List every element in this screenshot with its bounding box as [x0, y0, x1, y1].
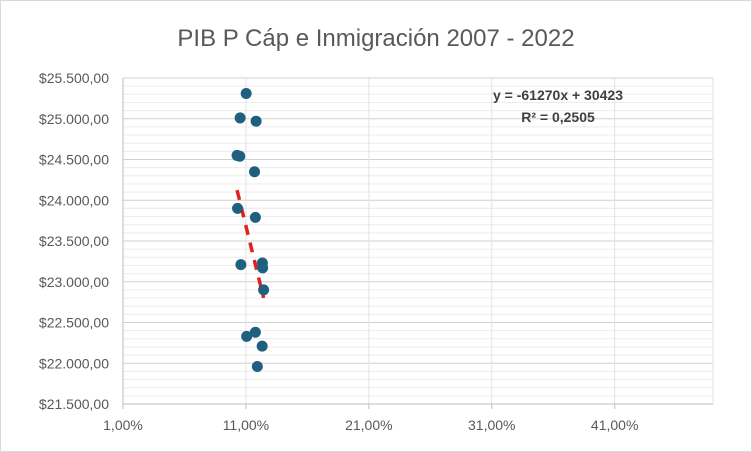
x-tick-label: 31,00%: [468, 417, 515, 433]
data-point: [258, 284, 270, 296]
y-tick-label: $23.500,00: [39, 233, 109, 249]
data-point: [249, 326, 261, 338]
y-tick-label: $22.000,00: [39, 355, 109, 371]
y-tick-label: $23.000,00: [39, 274, 109, 290]
y-tick-label: $22.500,00: [39, 315, 109, 331]
data-point: [250, 115, 262, 127]
data-point: [234, 112, 246, 124]
data-point: [256, 340, 268, 352]
data-point: [257, 262, 269, 274]
trendline-equation: y = -61270x + 30423: [493, 87, 623, 103]
chart-title: PIB P Cáp e Inmigración 2007 - 2022: [177, 25, 574, 52]
y-tick-label: $24.000,00: [39, 192, 109, 208]
data-point-layer: [231, 87, 270, 373]
y-tick-label: $25.500,00: [39, 70, 109, 86]
x-tick-label: 21,00%: [345, 417, 392, 433]
tick-label-layer: $21.500,00 $22.000,00 $22.500,00 $23.000,00…: [39, 70, 638, 433]
axis-layer: [122, 78, 713, 409]
data-point: [251, 361, 263, 373]
data-point: [234, 150, 246, 162]
trendline-r-squared: R² = 0,2505: [521, 109, 595, 125]
y-tick-label: $24.500,00: [39, 152, 109, 168]
x-tick-label: 41,00%: [591, 417, 638, 433]
x-tick-label: 1,00%: [103, 417, 143, 433]
data-point: [232, 202, 244, 214]
data-point: [249, 211, 261, 223]
data-point: [240, 87, 252, 99]
data-point: [249, 166, 261, 178]
data-point: [235, 259, 247, 271]
y-tick-label: $25.000,00: [39, 111, 109, 127]
grid-layer: [123, 77, 714, 405]
y-tick-label: $21.500,00: [39, 396, 109, 412]
x-tick-label: 11,00%: [223, 417, 269, 433]
data-point: [241, 330, 253, 342]
